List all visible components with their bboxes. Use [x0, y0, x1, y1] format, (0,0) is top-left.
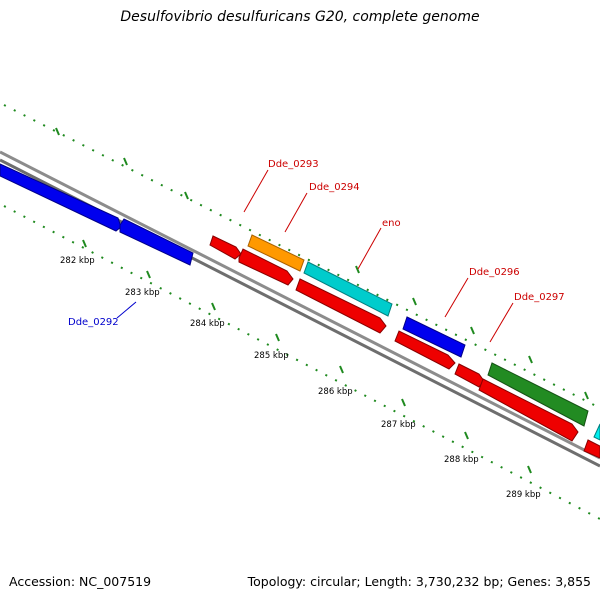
outer-major-tick	[584, 391, 589, 400]
gene-arrow-cyan[interactable]	[303, 261, 393, 317]
leader-eno	[357, 227, 382, 270]
gene-arrow-red[interactable]	[454, 363, 485, 388]
gene-arrow-red[interactable]	[583, 439, 600, 459]
gene-arrow-red[interactable]	[238, 248, 294, 286]
gene-arrow-cyan[interactable]	[593, 423, 600, 441]
outer-major-tick	[412, 297, 417, 306]
tick-label: 283 kbp	[125, 288, 160, 298]
scale-labels: 282 kbp 283 kbp 284 kbp 285 kbp 286 kbp …	[60, 256, 541, 500]
outer-major-tick	[470, 326, 475, 335]
inner-tick-dots	[3, 205, 600, 520]
inner-major-tick	[146, 270, 151, 279]
outer-major-tick	[184, 191, 189, 200]
inner-major-tick	[211, 302, 216, 311]
tick-label: 286 kbp	[318, 387, 353, 397]
gene-label-dde-0296[interactable]: Dde_0296	[469, 267, 520, 278]
gene-label-eno[interactable]: eno	[382, 218, 401, 229]
tick-label: 289 kbp	[506, 490, 541, 500]
inner-major-tick	[82, 239, 87, 248]
inner-major-tick	[275, 333, 280, 342]
gene-labels: Dde_0292 Dde_0293 Dde_0294 eno Dde_0296 …	[68, 159, 565, 328]
genome-summary: Topology: circular; Length: 3,730,232 bp…	[247, 574, 591, 589]
gene-label-dde-0294[interactable]: Dde_0294	[309, 182, 360, 193]
gene-arrow-red[interactable]	[478, 378, 579, 442]
gene-arrow-blue[interactable]	[0, 163, 122, 232]
leader-dde-0294	[284, 192, 308, 233]
inner-major-tick	[464, 431, 469, 440]
accession-label: Accession: NC_007519	[9, 574, 152, 589]
inner-major-tick	[401, 398, 406, 407]
outer-tick-track	[3, 104, 600, 409]
leader-dde-0292	[116, 301, 137, 319]
gene-arrow-blue[interactable]	[119, 218, 194, 266]
gene-label-dde-0293[interactable]: Dde_0293	[268, 159, 319, 170]
gene-label-dde-0292[interactable]: Dde_0292	[68, 317, 119, 328]
tick-label: 287 kbp	[381, 420, 416, 430]
gene-arrow-red[interactable]	[209, 235, 242, 260]
gene-label-dde-0297[interactable]: Dde_0297	[514, 292, 565, 303]
inner-major-tick	[527, 465, 532, 474]
outer-tick-dots	[3, 104, 600, 409]
gene-arrow-red[interactable]	[295, 278, 387, 334]
gene-features	[0, 163, 600, 459]
gene-arrow-red[interactable]	[394, 330, 456, 370]
major-tick-marks	[55, 127, 589, 474]
tick-label: 284 kbp	[190, 319, 225, 329]
inner-major-tick	[339, 365, 344, 374]
tick-label: 288 kbp	[444, 455, 479, 465]
leader-dde-0297	[489, 302, 514, 343]
gene-arrow-blue[interactable]	[402, 316, 466, 358]
outer-major-tick	[55, 127, 60, 136]
backbone-line-outer	[0, 150, 600, 460]
leader-dde-0293	[243, 169, 269, 213]
outer-major-tick	[355, 265, 360, 274]
tick-label: 285 kbp	[254, 351, 289, 361]
inner-tick-track	[3, 205, 600, 520]
tick-label: 282 kbp	[60, 256, 95, 266]
outer-major-tick	[123, 157, 128, 166]
gene-arrow-green[interactable]	[487, 362, 589, 427]
outer-major-tick	[528, 355, 533, 364]
gene-arrow-orange[interactable]	[247, 234, 305, 272]
map-title: Desulfovibrio desulfuricans G20, complet…	[120, 9, 480, 25]
gene-label-leaders	[116, 169, 514, 343]
leader-dde-0296	[444, 277, 469, 318]
